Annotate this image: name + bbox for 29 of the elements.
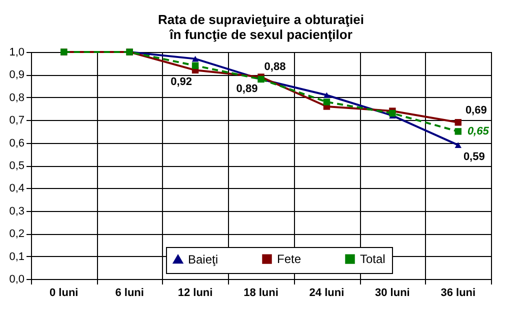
data-label: 0,92 [170,76,192,88]
y-tick-label: 0,0 [9,274,24,286]
x-tick-label: 0 luni [49,287,78,299]
y-tick-label: 0,3 [9,205,24,218]
y-tick-label: 0,4 [9,182,24,195]
data-label: 0,89 [236,82,258,95]
y-tick-label: 0,2 [9,228,24,240]
y-tick-label: 0,8 [9,92,24,104]
y-tick-label: 0,7 [9,114,24,127]
y-tick-label: 0,1 [9,250,24,263]
y-tick-label: 1,0 [9,46,24,58]
data-label: 0,69 [465,104,487,116]
text: în funcţie de sexul pacienţilor [170,27,352,42]
legend-label: Baieţi [188,252,218,266]
x-tick-label: 24 luni [309,287,344,299]
y-tick-label: 0,5 [9,160,24,172]
x-tick-label: 6 luni [115,287,144,299]
legend-label: Total [360,252,386,266]
legend-label: Fete [277,252,302,266]
y-tick-label: 0,6 [9,137,24,150]
text: Rata de supravieţuire a obturaţiei [158,12,364,27]
data-label: 0,65 [467,125,490,138]
data-label: 0,88 [264,61,286,74]
data-label: 0,59 [463,151,485,164]
x-tick-label: 18 luni [244,287,278,299]
x-tick-label: 12 luni [178,287,213,299]
y-tick-label: 0,9 [9,69,24,82]
x-tick-label: 30 luni [375,287,410,299]
x-tick-label: 36 luni [440,287,476,299]
